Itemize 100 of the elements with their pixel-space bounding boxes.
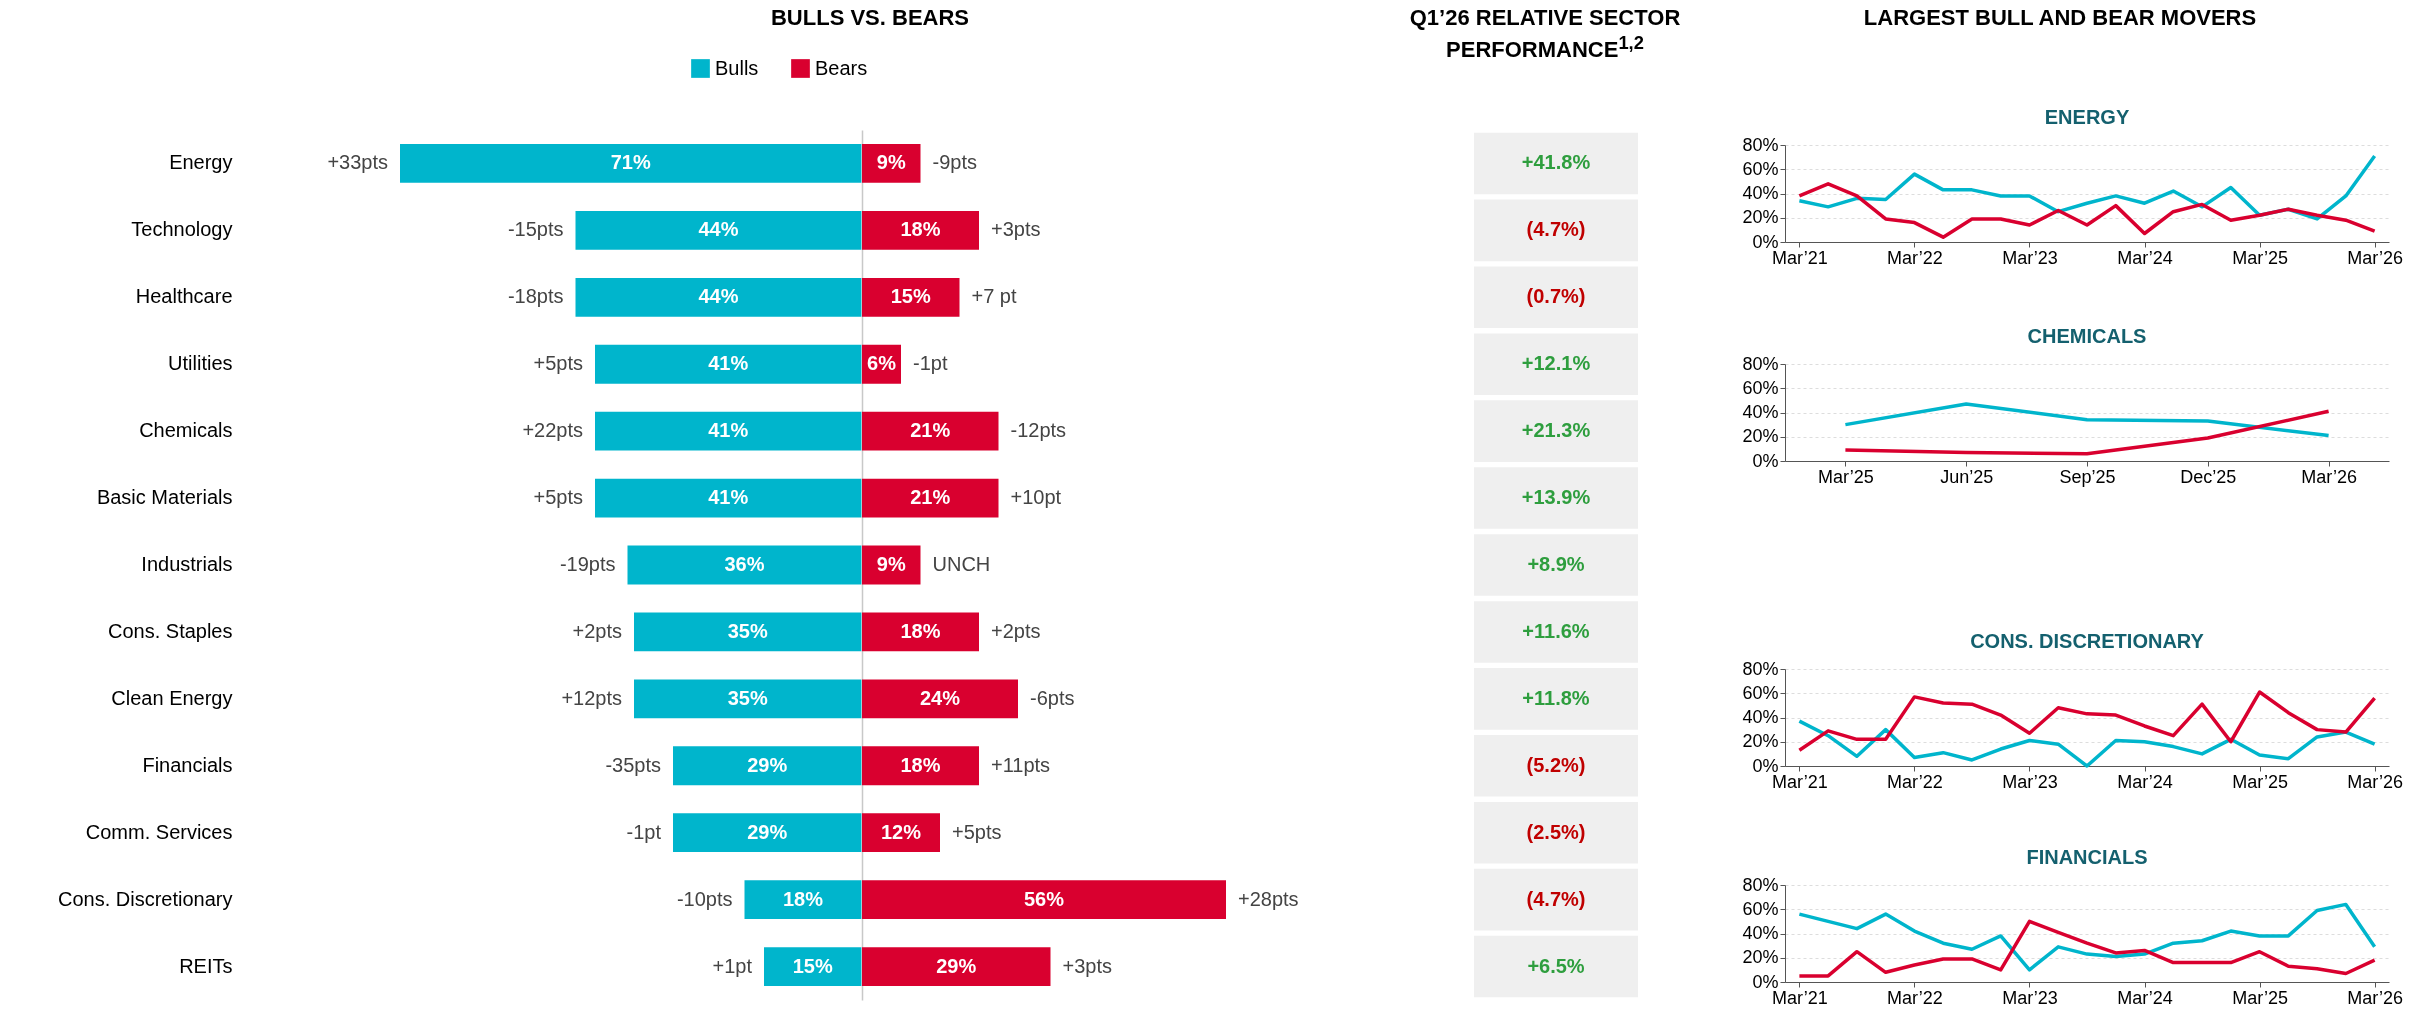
data-label: 6% (867, 352, 897, 375)
annotation: +5pts (952, 820, 1002, 843)
y-tick-label: 60% (1742, 898, 1779, 919)
annotation: -1pt (913, 352, 948, 375)
annotation: -1pt (626, 820, 662, 843)
y-tick-label: 80% (1742, 353, 1779, 374)
text: +11.8% (1522, 686, 1590, 709)
chart-title: FINANCIALS (2026, 846, 2148, 868)
data-label: 15% (792, 954, 833, 977)
x-tick-label: Mar’26 (2347, 247, 2403, 268)
data-label: 41% (708, 352, 749, 375)
x-tick-label: Mar’25 (2232, 247, 2288, 268)
annotation: +12pts (561, 686, 622, 709)
line-series (1843, 409, 2331, 456)
annotation: +3pts (991, 218, 1041, 241)
text: LARGEST BULL AND BEAR MOVERS (1862, 4, 2258, 32)
y-tick-label: Clean Energy (111, 686, 233, 709)
text: Q1’26 RELATIVE SECTOR PERFORMANCE$^{1,2}$ (1408, 4, 1682, 64)
y-tick-label: 60% (1742, 377, 1779, 398)
x-tick-label: Mar’23 (2002, 987, 2058, 1008)
legend-label: Bulls (715, 56, 759, 79)
x-tick-label: Mar’25 (2232, 771, 2288, 792)
y-tick-label: 60% (1742, 682, 1779, 703)
x-tick-label: Mar’25 (2232, 987, 2288, 1008)
annotation: -12pts (1010, 419, 1067, 442)
x-tick-label: Mar’26 (2301, 466, 2357, 487)
annotation: +7 pt (971, 285, 1017, 308)
chart-title: CHEMICALS (2027, 325, 2147, 347)
x-tick-label: Mar’24 (2117, 771, 2173, 792)
y-tick-label: REITs (179, 954, 233, 977)
y-tick-label: Financials (142, 753, 233, 776)
chart-title: BULLS VS. BEARS (770, 4, 970, 32)
annotation: -10pts (676, 887, 733, 910)
y-tick-label: 0% (1752, 450, 1779, 471)
data-label: 15% (890, 285, 931, 308)
y-tick-label: 20% (1742, 426, 1779, 447)
y-tick-label: 20% (1742, 731, 1779, 752)
data-label: 71% (610, 151, 651, 174)
annotation: UNCH (932, 553, 991, 575)
x-tick-label: Mar’26 (2347, 987, 2403, 1008)
data-label: 24% (919, 686, 961, 709)
data-label: 36% (724, 553, 765, 575)
text: +12.1% (1521, 352, 1591, 375)
y-tick-label: 60% (1742, 158, 1779, 179)
annotation: -9pts (932, 151, 977, 174)
text: +41.8% (1521, 151, 1591, 174)
x-tick-label: Mar’26 (2347, 771, 2403, 792)
data-label: 44% (698, 285, 739, 308)
annotation: -18pts (507, 285, 564, 308)
data-label: 12% (880, 820, 922, 843)
y-tick-label: Industrials (141, 553, 233, 575)
data-label: 35% (727, 619, 768, 642)
text: (2.5%) (1526, 820, 1586, 843)
x-tick-label: Mar’22 (1887, 771, 1943, 792)
text: +8.9% (1527, 553, 1585, 575)
line-series (1843, 402, 2331, 438)
annotation: -35pts (605, 753, 661, 776)
data-label: 29% (747, 753, 788, 776)
y-tick-label: Utilities (168, 352, 233, 375)
data-label: 18% (782, 887, 824, 910)
bar (744, 880, 862, 920)
annotation: +2pts (572, 619, 622, 642)
text: +13.9% (1521, 486, 1591, 509)
data-label: 18% (900, 619, 941, 642)
text: (0.7%) (1526, 285, 1586, 308)
y-tick-label: 40% (1742, 402, 1779, 422)
data-label: 21% (910, 419, 951, 442)
x-tick-label: Mar’25 (1818, 466, 1874, 487)
x-tick-label: Mar’24 (2117, 987, 2173, 1008)
annotation: -15pts (507, 218, 564, 241)
annotation: -19pts (559, 553, 616, 575)
data-label: 44% (698, 218, 739, 241)
data-label: 18% (900, 218, 941, 241)
annotation: +33pts (327, 151, 388, 174)
line-series (1797, 182, 2377, 239)
data-label: 9% (876, 151, 906, 174)
annotation: +2pts (991, 619, 1041, 642)
data-label: 41% (708, 486, 749, 509)
legend-label: Bears (815, 56, 868, 79)
text: (4.7%) (1526, 887, 1586, 910)
data-label: 29% (936, 954, 977, 977)
x-tick-label: Jun’25 (1940, 466, 1994, 487)
text: +11.6% (1522, 619, 1590, 642)
y-tick-label: Healthcare (135, 285, 233, 308)
annotation: +5pts (533, 352, 583, 375)
text: (5.2%) (1526, 753, 1586, 776)
line-series (1797, 902, 2377, 972)
x-tick-label: Mar’24 (2117, 247, 2173, 268)
chart-title: ENERGY (2044, 106, 2130, 128)
line-series (1797, 719, 2377, 768)
y-tick-label: Cons. Discretionary (57, 887, 233, 910)
y-tick-label: 80% (1742, 134, 1779, 155)
y-tick-label: 80% (1742, 874, 1779, 895)
y-tick-label: Energy (169, 151, 233, 174)
y-tick-label: 80% (1742, 658, 1779, 679)
y-tick-label: 40% (1742, 183, 1779, 203)
y-tick-label: Technology (131, 218, 233, 241)
data-label: 29% (747, 820, 788, 843)
annotation: -6pts (1030, 686, 1075, 709)
data-label: 21% (910, 486, 951, 509)
